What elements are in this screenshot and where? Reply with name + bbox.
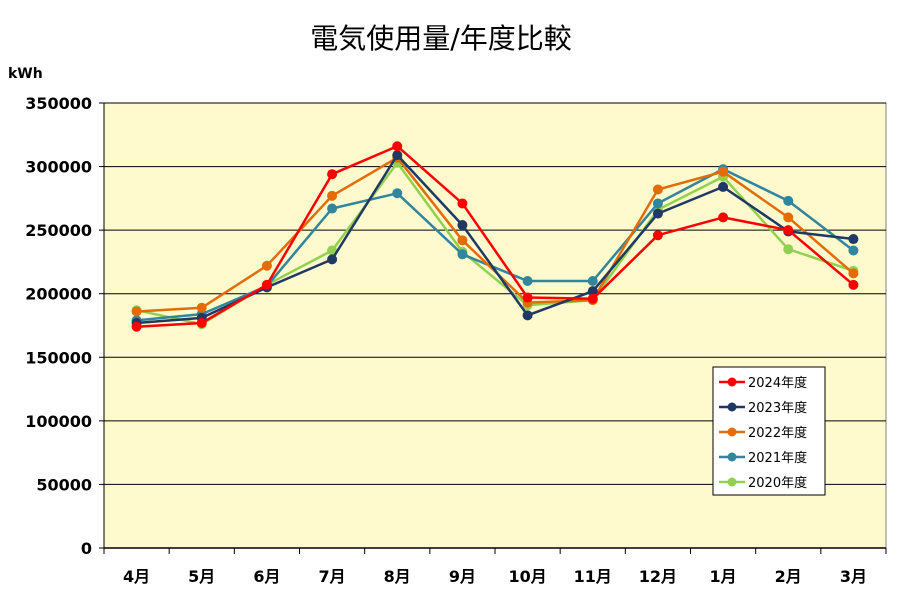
legend-label: 2024年度 (748, 375, 807, 391)
y-tick-label: 50000 (36, 475, 92, 494)
data-point (196, 302, 207, 313)
data-point (457, 198, 468, 209)
legend-label: 2020年度 (748, 475, 807, 491)
legend-swatch-marker (727, 477, 737, 487)
x-tick-label: 9月 (449, 567, 476, 586)
legend-label: 2023年度 (748, 400, 807, 416)
legend-swatch-marker (727, 402, 737, 412)
series-line (136, 144, 855, 329)
series-layer (131, 141, 859, 332)
data-point (327, 190, 338, 201)
data-point (718, 166, 729, 177)
data-point (587, 293, 598, 304)
data-point (652, 230, 663, 241)
legend-label: 2021年度 (748, 450, 807, 466)
x-tick-label: 2月 (775, 567, 802, 586)
data-point (587, 286, 598, 297)
data-point (327, 254, 338, 265)
x-tick-label: 5月 (188, 567, 215, 586)
data-point (457, 249, 468, 260)
y-tick-label: 200000 (25, 285, 92, 304)
data-point (783, 225, 794, 236)
y-tick-label: 350000 (25, 94, 92, 113)
legend-label: 2022年度 (748, 425, 807, 441)
data-point (783, 244, 794, 255)
data-point (522, 276, 533, 286)
x-tick-label: 1月 (710, 567, 737, 586)
data-point (261, 279, 272, 290)
y-tick-label: 150000 (25, 348, 92, 367)
data-point (392, 150, 403, 161)
data-point (327, 245, 338, 256)
series (131, 141, 859, 332)
x-tick-label: 4月 (123, 567, 150, 586)
x-tick-label: 3月 (840, 567, 867, 586)
legend-swatch-marker (727, 427, 737, 437)
data-point (327, 203, 338, 214)
x-tick-label: 11月 (574, 567, 612, 586)
data-point (718, 212, 729, 223)
legend-swatch-marker (727, 377, 737, 387)
x-tick-label: 8月 (384, 567, 411, 586)
y-tick-label: 0 (81, 539, 92, 558)
data-point (457, 235, 468, 246)
x-tick-label: 7月 (319, 567, 346, 586)
legend: 2024年度 2023年度 2022年度 2021年度 2020年度 (712, 366, 826, 496)
data-point (131, 321, 142, 332)
data-point (457, 220, 468, 231)
data-point (131, 306, 142, 317)
data-point (652, 198, 663, 209)
y-tick-label: 300000 (25, 158, 92, 177)
data-point (718, 181, 729, 192)
data-point (392, 188, 403, 199)
data-point (327, 169, 338, 180)
data-point (196, 317, 207, 328)
data-point (848, 234, 859, 245)
data-point (783, 212, 794, 223)
chart-title: 電気使用量/年度比較 (310, 22, 571, 55)
y-tick-label: 250000 (25, 221, 92, 240)
data-point (848, 268, 859, 279)
y-axis-unit-label: kWh (8, 66, 43, 82)
data-point (848, 245, 859, 256)
data-point (261, 260, 272, 271)
data-point (652, 208, 663, 219)
x-tick-label: 10月 (508, 567, 546, 586)
data-point (392, 141, 403, 152)
data-point (848, 279, 859, 290)
data-point (522, 292, 533, 303)
data-point (783, 195, 794, 206)
data-point (587, 276, 598, 286)
data-point (522, 310, 533, 321)
x-tick-label: 6月 (253, 567, 280, 586)
y-axis-ticks: 0 50000 100000 150000 200000 250000 300000 3500… (25, 94, 104, 558)
x-axis-ticks: 4月 5月 6月 7月 8月 9月 10月 11月 12月 1月 2月 3月 (103, 548, 887, 586)
data-point (652, 184, 663, 195)
y-tick-label: 100000 (25, 412, 92, 431)
x-tick-label: 12月 (639, 567, 677, 586)
legend-swatch-marker (727, 452, 737, 462)
